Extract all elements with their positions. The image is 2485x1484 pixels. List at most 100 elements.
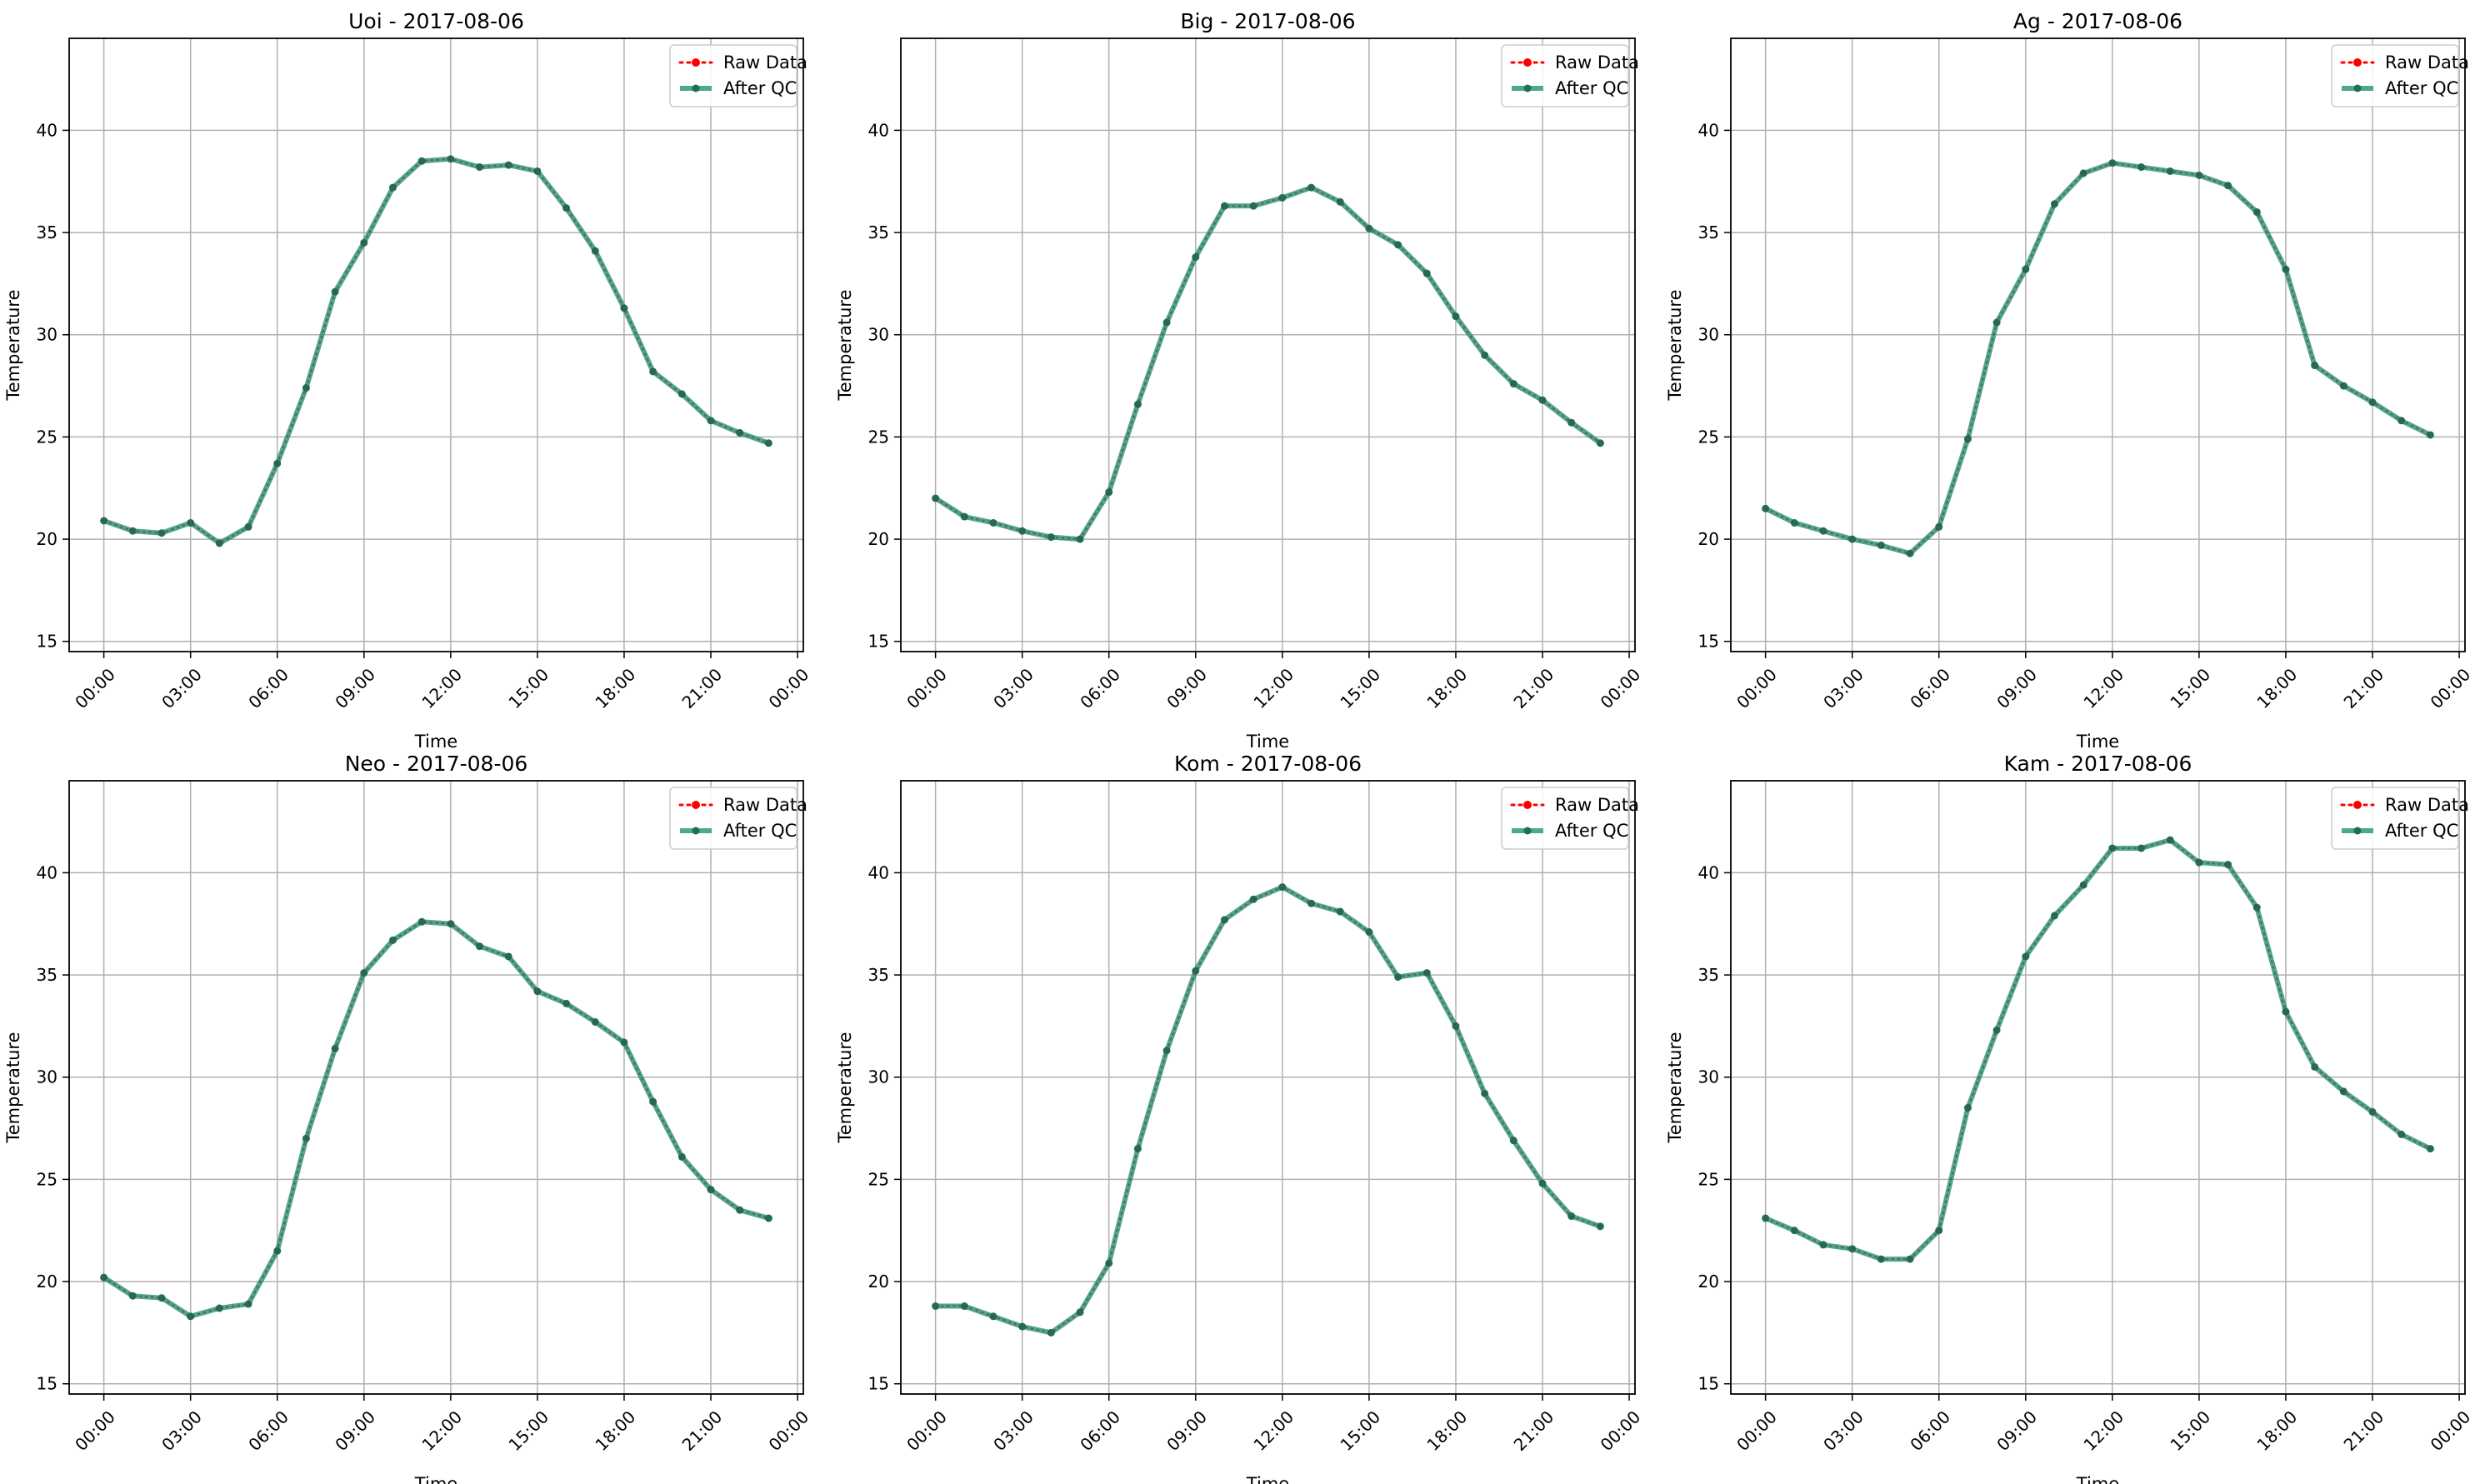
chart3-ytick-label-4: 35 xyxy=(37,965,58,985)
chart3-xtick-label-5: 15:00 xyxy=(504,1407,552,1455)
chart1-qc-point-1 xyxy=(960,512,968,521)
chart5-xtick-label-5: 15:00 xyxy=(2166,1407,2214,1455)
chart2-xtick-label-7: 21:00 xyxy=(2340,664,2388,712)
chart0-qc-point-11 xyxy=(418,157,426,165)
chart2-xtick-label-0: 00:00 xyxy=(1732,664,1781,712)
chart5-xtick-label-0: 00:00 xyxy=(1732,1407,1781,1455)
chart5-ytick-label-2: 25 xyxy=(1698,1169,1719,1189)
chart4-legend-qc-marker xyxy=(1523,827,1532,835)
chart4-qc-point-1 xyxy=(960,1302,968,1311)
chart3-xtick-label-7: 21:00 xyxy=(678,1407,727,1455)
chart3-legend-raw-label: Raw Data xyxy=(723,795,808,815)
chart3-ytick-label-5: 40 xyxy=(37,862,58,882)
chart3-xtick-label-1: 03:00 xyxy=(158,1407,206,1455)
chart0-ytick-label-2: 25 xyxy=(37,427,58,447)
chart2-ytick-label-0: 15 xyxy=(1698,632,1719,652)
chart1-xtick-label-8: 00:00 xyxy=(1597,664,1645,712)
chart4-ytick-label-0: 15 xyxy=(868,1374,889,1394)
chart0-series-overlay xyxy=(103,157,769,545)
chart0-xtick-label-5: 15:00 xyxy=(504,664,552,712)
chart0-xtick-label-4: 12:00 xyxy=(418,664,466,712)
chart4-xtick-label-3: 09:00 xyxy=(1162,1407,1211,1455)
chart1-axes-frame xyxy=(900,37,1636,652)
chart2-xtick-label-6: 18:00 xyxy=(2253,664,2302,712)
chart4-xtick-label-7: 21:00 xyxy=(1510,1407,1558,1455)
chart2-xtick-label-8: 00:00 xyxy=(2427,664,2475,712)
chart3-legend-box xyxy=(669,787,798,850)
chart2-ytick-label-3: 30 xyxy=(1698,325,1719,345)
chart0-ytick-label-4: 35 xyxy=(37,222,58,242)
chart0-legend-qc-marker xyxy=(692,84,700,92)
chart5-qc-point-7 xyxy=(1963,1104,1972,1112)
chart3-ytick-label-1: 20 xyxy=(37,1272,58,1292)
chart1-xtick-label-0: 00:00 xyxy=(902,664,951,712)
chart2-qc-point-9 xyxy=(2022,265,2030,273)
chart2-legend-qc-marker xyxy=(2353,84,2362,92)
chart5-qc-point-3 xyxy=(1848,1245,1857,1253)
chart2-legend-raw-label: Raw Data xyxy=(2385,52,2469,72)
chart5-ytick-label-5: 40 xyxy=(1698,862,1719,882)
chart4-legend-qc-label: After QC xyxy=(1555,821,1628,841)
chart0-xtick-label-1: 03:00 xyxy=(158,664,206,712)
chart2-ytick-label-1: 20 xyxy=(1698,529,1719,549)
chart5-qc-point-9 xyxy=(2022,952,2030,961)
chart5-xtick-label-1: 03:00 xyxy=(1819,1407,1868,1455)
chart2-legend-qc-label: After QC xyxy=(2385,78,2458,98)
chart5: 00:00 03:00 06:00 09:00 12:00 15:00 18:00 21:00… xyxy=(1665,752,2474,1484)
chart5-series-after-qc xyxy=(1762,837,2433,1262)
chart5-xtick-label-2: 06:00 xyxy=(1906,1407,1954,1455)
chart5-title: Kam - 2017-08-06 xyxy=(2004,752,2192,776)
chart5-xlabel: Time xyxy=(2076,1474,2119,1484)
chart4-xtick-label-6: 18:00 xyxy=(1423,1407,1472,1455)
chart1-qc-point-12 xyxy=(1278,193,1287,202)
chart4-ytick-label-3: 30 xyxy=(868,1067,889,1087)
chart0-qc-point-17 xyxy=(591,247,599,255)
chart0-ytick-label-1: 20 xyxy=(37,529,58,549)
chart4-legend-raw-marker xyxy=(1523,801,1532,809)
chart5-ytick-label-3: 30 xyxy=(1698,1067,1719,1087)
chart2: 00:00 03:00 06:00 09:00 12:00 15:00 18:00 21:00… xyxy=(1665,9,2474,752)
chart1-legend-qc-label: After QC xyxy=(1555,78,1628,98)
chart0-xtick-label-0: 00:00 xyxy=(71,664,119,712)
chart0-qc-point-21 xyxy=(707,417,715,425)
chart3-xlabel: Time xyxy=(414,1474,458,1484)
chart3-ytick-label-2: 25 xyxy=(37,1169,58,1189)
chart3: 00:00 03:00 06:00 09:00 12:00 15:00 18:00 21:00… xyxy=(3,752,812,1484)
chart0-series-after-qc xyxy=(101,156,772,546)
chart5-xtick-label-8: 00:00 xyxy=(2427,1407,2475,1455)
chart4-series-after-qc xyxy=(932,884,1603,1336)
chart5-ytick-label-4: 35 xyxy=(1698,965,1719,985)
chart1-ylabel: Temperature xyxy=(835,289,855,401)
chart5-series-overlay xyxy=(1765,839,2431,1261)
chart4-ytick-label-5: 40 xyxy=(868,862,889,882)
chart1-ytick-label-4: 35 xyxy=(868,222,889,242)
chart0-qc-point-14 xyxy=(504,161,512,169)
chart1-xlabel: Time xyxy=(1246,732,1289,752)
chart1-qc-point-14 xyxy=(1336,197,1344,206)
chart2-series-overlay xyxy=(1765,162,2431,555)
chart3-xtick-label-6: 18:00 xyxy=(592,1407,640,1455)
chart3-qc-point-19 xyxy=(649,1097,658,1106)
chart0-ylabel: Temperature xyxy=(3,289,23,401)
chart5-ylabel: Temperature xyxy=(1665,1032,1685,1143)
chart4-qc-point-7 xyxy=(1133,1145,1142,1153)
chart1-ytick-label-1: 20 xyxy=(868,529,889,549)
chart2-xtick-label-1: 03:00 xyxy=(1819,664,1868,712)
chart1-series-raw-data xyxy=(934,186,1602,541)
chart1-xtick-label-5: 15:00 xyxy=(1336,664,1384,712)
chart1-ytick-label-2: 25 xyxy=(868,427,889,447)
chart4-xtick-label-2: 06:00 xyxy=(1076,1407,1124,1455)
chart1-xtick-label-7: 21:00 xyxy=(1510,664,1558,712)
chart2-axes-frame xyxy=(1730,37,2466,652)
chart0-legend-box xyxy=(669,44,798,107)
chart2-qc-point-2 xyxy=(1819,527,1828,535)
chart3-axes-frame xyxy=(68,780,804,1395)
chart2-qc-point-23 xyxy=(2426,431,2434,439)
chart4-ytick-label-4: 35 xyxy=(868,965,889,985)
chart0-xtick-label-7: 21:00 xyxy=(678,664,727,712)
chart4-qc-point-4 xyxy=(1047,1328,1055,1337)
chart1-legend-raw-label: Raw Data xyxy=(1555,52,1639,72)
chart0-xtick-label-6: 18:00 xyxy=(592,664,640,712)
chart2-xtick-label-4: 12:00 xyxy=(2079,664,2128,712)
chart3-title: Neo - 2017-08-06 xyxy=(345,752,528,776)
